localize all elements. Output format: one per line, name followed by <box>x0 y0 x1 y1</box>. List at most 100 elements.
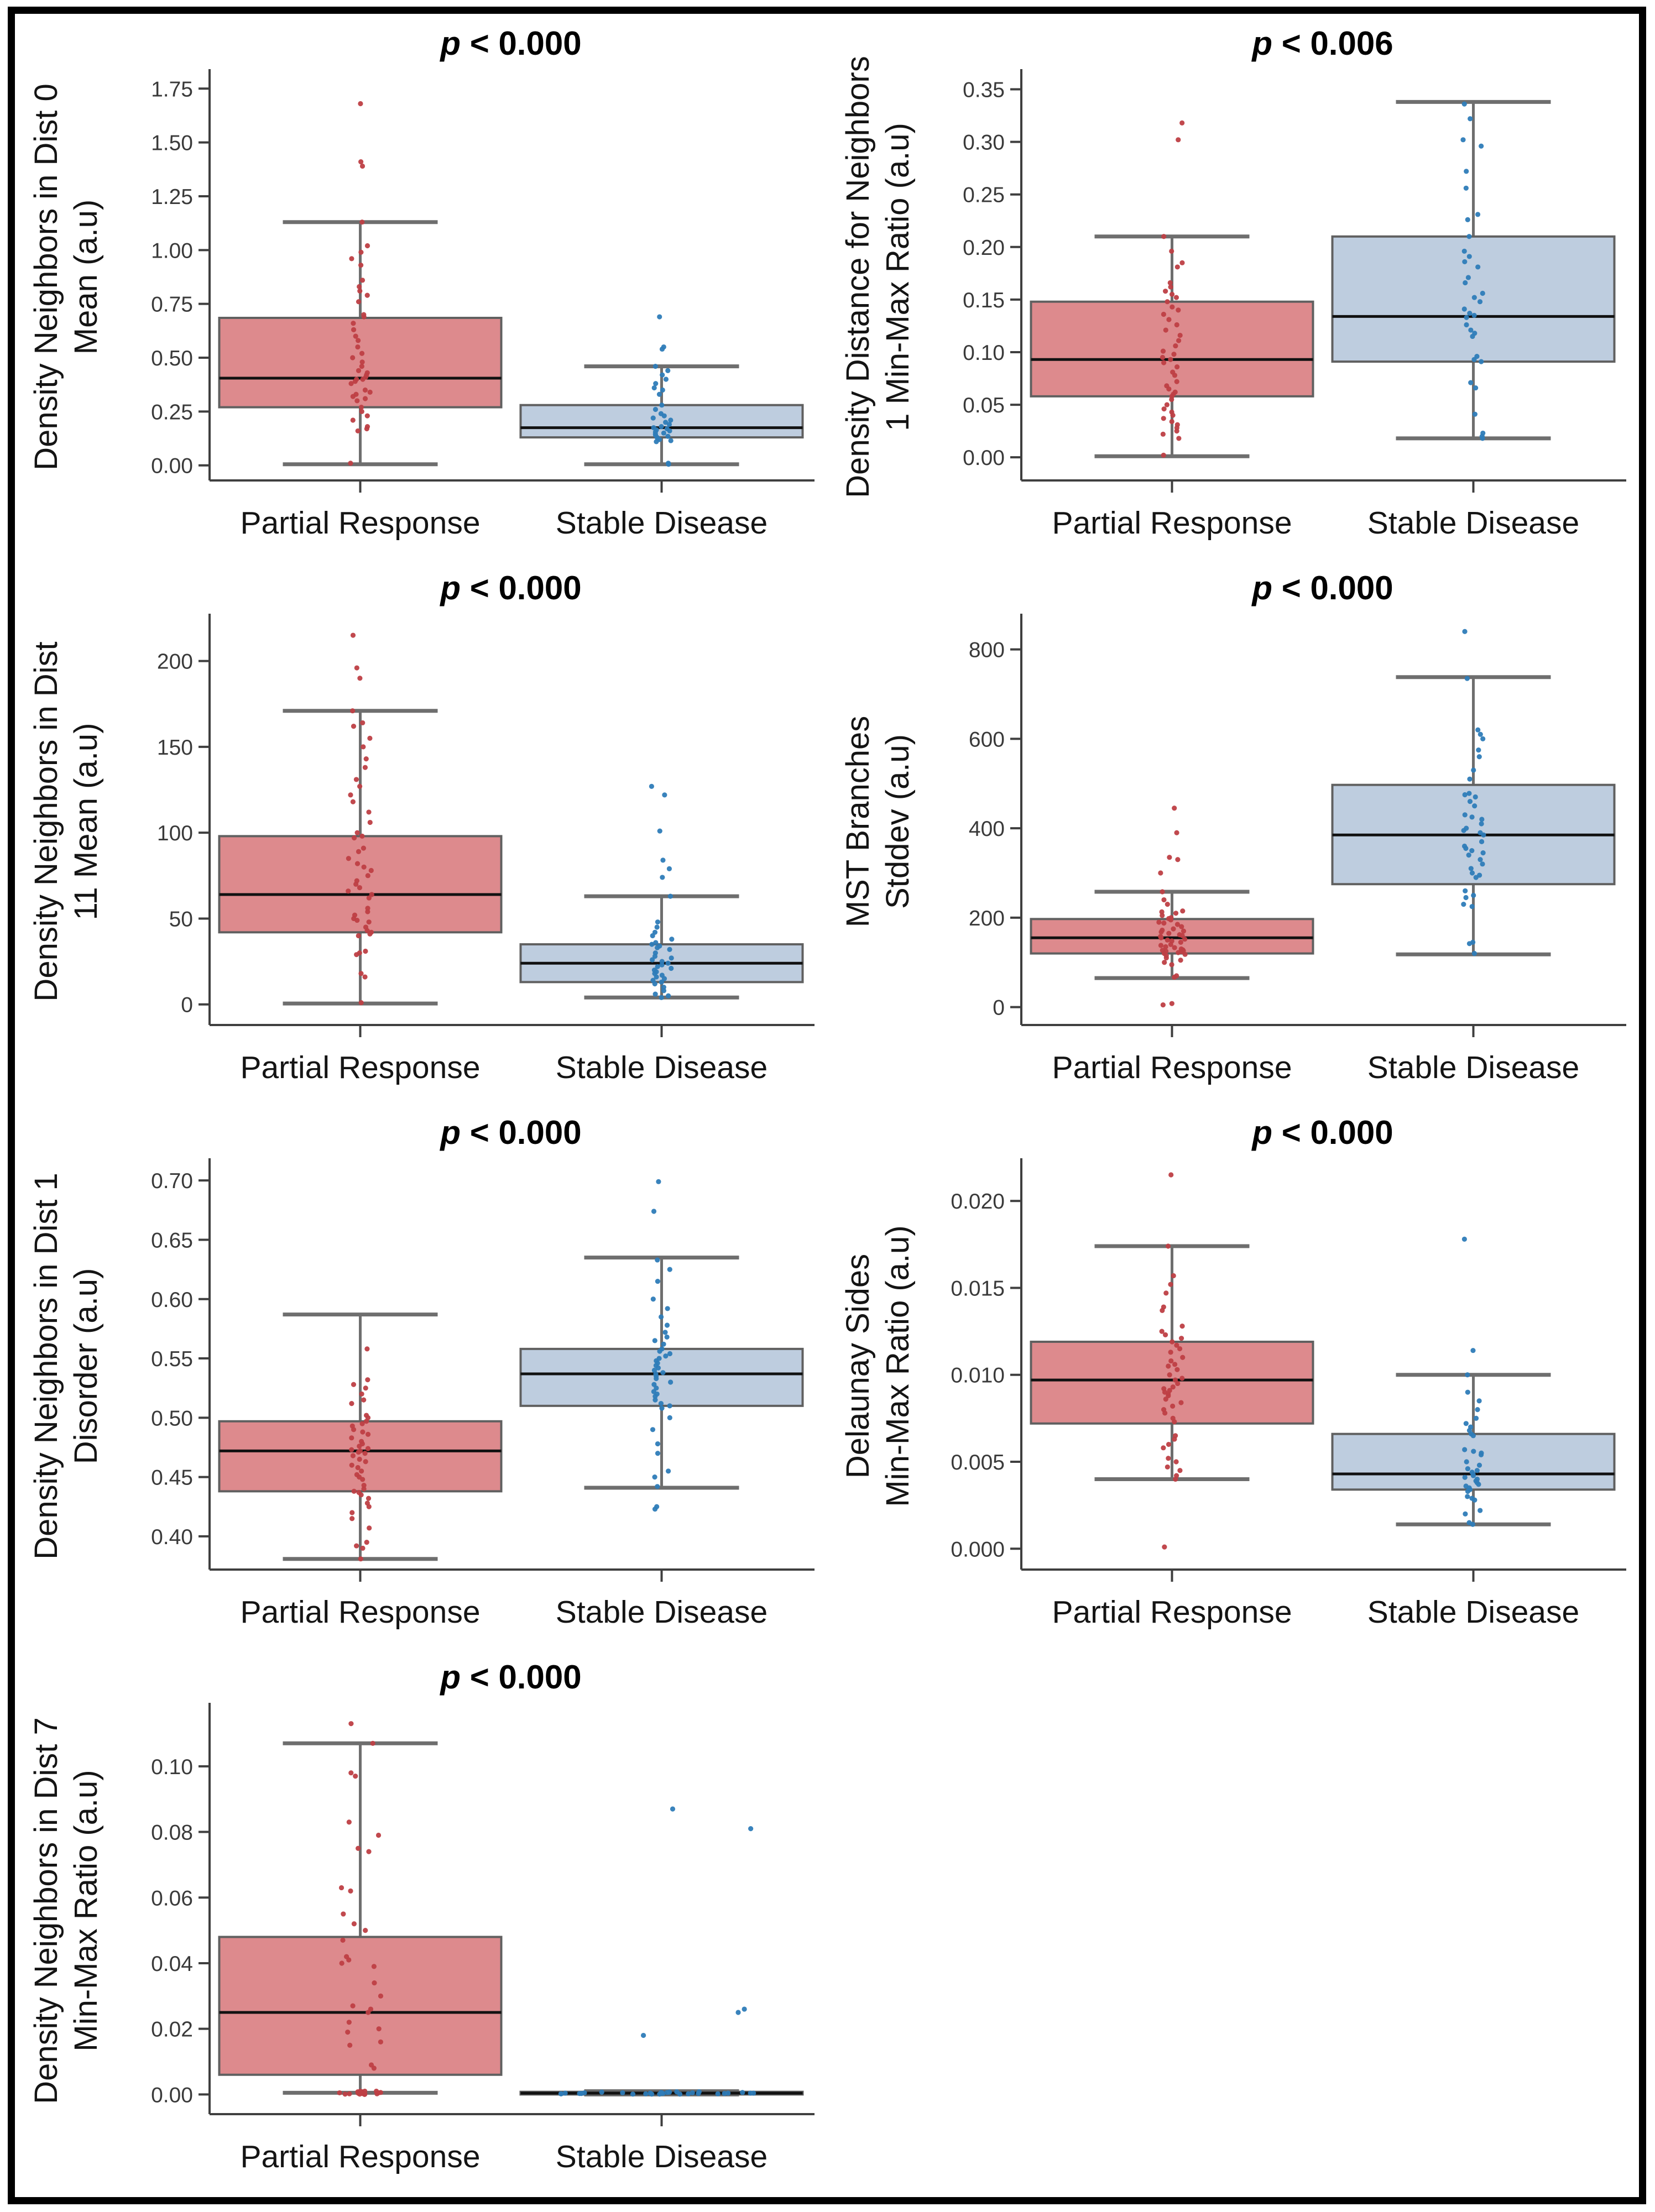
y-tick-label: 0 <box>993 996 1005 1020</box>
data-point <box>1166 386 1172 392</box>
data-point <box>1479 143 1484 149</box>
data-point <box>655 1365 661 1371</box>
data-point <box>1164 402 1170 407</box>
data-point <box>652 1338 657 1343</box>
data-point <box>1168 1172 1174 1178</box>
data-point <box>1182 951 1188 957</box>
data-point <box>1171 1273 1176 1279</box>
data-point <box>350 708 356 714</box>
data-point <box>346 856 351 861</box>
y-tick-label: 0.00 <box>151 2083 193 2107</box>
data-point <box>1170 1403 1176 1409</box>
data-point <box>652 364 658 369</box>
data-point <box>652 1506 658 1512</box>
data-point <box>350 799 356 804</box>
data-point <box>356 1845 361 1851</box>
data-point <box>696 2091 701 2096</box>
data-point <box>1173 1459 1179 1465</box>
data-point <box>654 1376 659 1382</box>
x-category-label: Stable Disease <box>556 2139 768 2174</box>
data-point <box>1478 731 1483 737</box>
data-point <box>1469 848 1475 854</box>
x-category-label: Stable Disease <box>556 1050 768 1085</box>
data-point <box>348 461 353 466</box>
data-point <box>357 288 363 294</box>
data-point <box>652 1397 658 1403</box>
y-tick-label: 0.65 <box>151 1228 193 1252</box>
data-point <box>1158 943 1164 948</box>
data-point <box>1464 169 1469 174</box>
data-point <box>1161 311 1166 317</box>
data-point <box>356 849 362 854</box>
data-point <box>1165 1243 1171 1249</box>
data-point <box>1466 791 1472 796</box>
data-point <box>1463 280 1468 286</box>
data-point <box>1178 939 1183 945</box>
data-point <box>1466 234 1472 239</box>
data-point <box>650 1296 656 1302</box>
data-point <box>668 417 674 423</box>
data-point <box>643 2091 649 2096</box>
data-point <box>349 1510 355 1515</box>
data-point <box>1176 307 1181 313</box>
data-point <box>1461 828 1466 833</box>
p-value-title: p < 0.000 <box>439 569 581 606</box>
data-point <box>1158 935 1164 940</box>
data-point <box>659 962 665 968</box>
chart-cell-7: p < 0.000 Density Neighbors in Dist 7 Min-… <box>22 1656 821 2190</box>
scatter-points <box>1159 1172 1186 1550</box>
y-tick-label: 0.08 <box>151 1821 193 1845</box>
data-point <box>348 1888 353 1894</box>
data-point <box>1176 950 1181 955</box>
y-tick-label: 50 <box>169 907 193 931</box>
data-point <box>359 1421 365 1426</box>
data-point <box>365 1431 371 1437</box>
data-point <box>359 1391 364 1397</box>
data-point <box>1176 436 1182 441</box>
data-point <box>1169 291 1175 297</box>
scatter-points <box>558 1806 756 2097</box>
data-point <box>662 1330 668 1335</box>
data-point <box>668 1379 674 1385</box>
data-point <box>1473 385 1479 391</box>
data-point <box>366 1504 372 1509</box>
data-point <box>1469 904 1475 909</box>
x-category-label: Partial Response <box>240 1050 480 1085</box>
data-point <box>358 1556 363 1562</box>
data-point <box>1176 137 1181 143</box>
y-tick-label: 0.40 <box>151 1525 193 1549</box>
data-point <box>1461 248 1467 254</box>
data-point <box>1466 254 1472 259</box>
data-point <box>346 1819 352 1825</box>
data-point <box>360 1545 366 1551</box>
data-point <box>361 314 367 320</box>
x-category-label: Stable Disease <box>1367 1050 1579 1085</box>
data-point <box>650 415 656 421</box>
data-point <box>1462 792 1468 798</box>
iqr-box <box>1331 1432 1616 1491</box>
data-point <box>659 995 664 1000</box>
data-point <box>366 895 372 901</box>
data-point <box>359 351 365 356</box>
data-point <box>652 406 659 412</box>
data-point <box>1465 1494 1470 1499</box>
data-point <box>351 321 356 326</box>
data-point <box>374 2091 380 2096</box>
data-point <box>1168 917 1174 923</box>
data-point <box>367 735 373 741</box>
data-point <box>665 433 671 439</box>
data-point <box>363 1928 368 1933</box>
data-point <box>1475 264 1481 270</box>
data-point <box>357 284 362 290</box>
data-point <box>740 2090 745 2095</box>
data-point <box>655 1257 660 1263</box>
y-axis-label-line2: Min-Max Ratio (a.u) <box>880 1225 916 1507</box>
data-point <box>654 439 659 445</box>
y-axis-label-line2: Stddev (a.u) <box>880 734 916 909</box>
data-point <box>348 381 354 386</box>
data-point <box>1174 264 1180 270</box>
data-point <box>1172 806 1177 811</box>
y-tick-label: 0.00 <box>963 446 1005 470</box>
data-point <box>356 368 362 373</box>
data-point <box>1172 1436 1177 1442</box>
